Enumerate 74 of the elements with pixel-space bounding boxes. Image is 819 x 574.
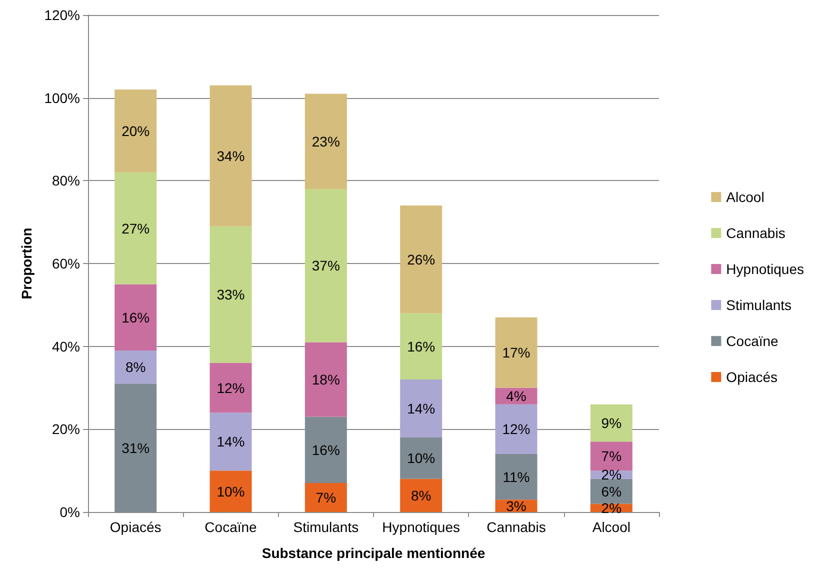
bar [304, 483, 347, 512]
x-tick-label: Hypnotiques [382, 519, 460, 535]
data-label: 2% [601, 466, 622, 483]
bar [304, 342, 347, 417]
bar [400, 379, 442, 438]
data-label: 10% [216, 483, 245, 500]
bar [400, 437, 442, 479]
bar [210, 362, 252, 413]
x-tick-label: Alcool [592, 519, 630, 535]
bar [400, 478, 442, 512]
y-tick-label: 20% [52, 421, 80, 438]
data-label: 8% [410, 487, 432, 504]
data-label: 17% [502, 344, 530, 361]
data-label: 9% [601, 414, 622, 431]
data-label: 7% [601, 448, 622, 464]
bar [590, 404, 632, 442]
data-label: 20% [122, 122, 150, 139]
data-label: 14% [407, 400, 436, 416]
y-tick-label: 60% [52, 256, 80, 272]
legend-label: Cocaïne [726, 333, 779, 349]
bar [304, 94, 347, 189]
bar [114, 172, 157, 284]
data-label: 16% [312, 442, 340, 458]
x-tick-label: Stimulants [293, 519, 359, 535]
legend-label: Hypnotiques [726, 261, 804, 277]
bar [114, 284, 157, 350]
data-label: 11% [502, 468, 530, 485]
bar [495, 454, 538, 500]
data-label: 18% [312, 371, 340, 388]
x-tick-label: Cocaïne [204, 519, 258, 535]
bar [304, 188, 347, 342]
data-label: 16% [122, 309, 150, 326]
data-label: 33% [216, 286, 245, 303]
bar [210, 412, 252, 471]
bar [590, 442, 632, 471]
data-label: 4% [506, 388, 526, 404]
bar [495, 404, 538, 454]
bar [495, 317, 538, 388]
data-label: 8% [125, 359, 146, 376]
data-label: 12% [502, 421, 530, 438]
data-label: 37% [312, 258, 340, 274]
y-tick-label: 80% [52, 172, 80, 189]
y-tick-label: 40% [52, 338, 80, 354]
data-label: 27% [122, 220, 150, 236]
bar [400, 313, 442, 380]
x-tick-label: Opiacés [110, 519, 162, 535]
bar [210, 470, 252, 512]
bar [114, 350, 157, 384]
bar [114, 90, 157, 172]
data-label: 3% [506, 498, 526, 514]
data-label: 12% [216, 380, 245, 396]
y-tick-label: 0% [60, 504, 80, 520]
y-tick-label: 120% [44, 7, 80, 23]
bar [400, 206, 442, 314]
data-label: 16% [407, 338, 436, 354]
legend-label: Alcool [726, 189, 764, 205]
data-label: 7% [316, 490, 336, 506]
data-label: 31% [122, 440, 150, 456]
data-label: 26% [407, 251, 436, 268]
bar [210, 85, 252, 226]
x-tick-label: Cannabis [486, 519, 546, 535]
y-tick-label: 100% [44, 90, 80, 106]
data-label: 10% [407, 450, 436, 466]
y-axis-title: Proportion [18, 228, 34, 300]
bar [210, 226, 252, 363]
legend-label: Opiacés [726, 369, 778, 385]
data-label: 34% [216, 148, 245, 164]
data-label: 2% [601, 500, 622, 516]
legend-label: Stimulants [726, 297, 792, 313]
data-label: 14% [216, 434, 245, 450]
data-label: 6% [601, 483, 622, 500]
data-label: 23% [312, 133, 340, 150]
legend-label: Cannabis [726, 225, 786, 241]
x-axis-title: Substance principale mentionnée [262, 545, 486, 561]
